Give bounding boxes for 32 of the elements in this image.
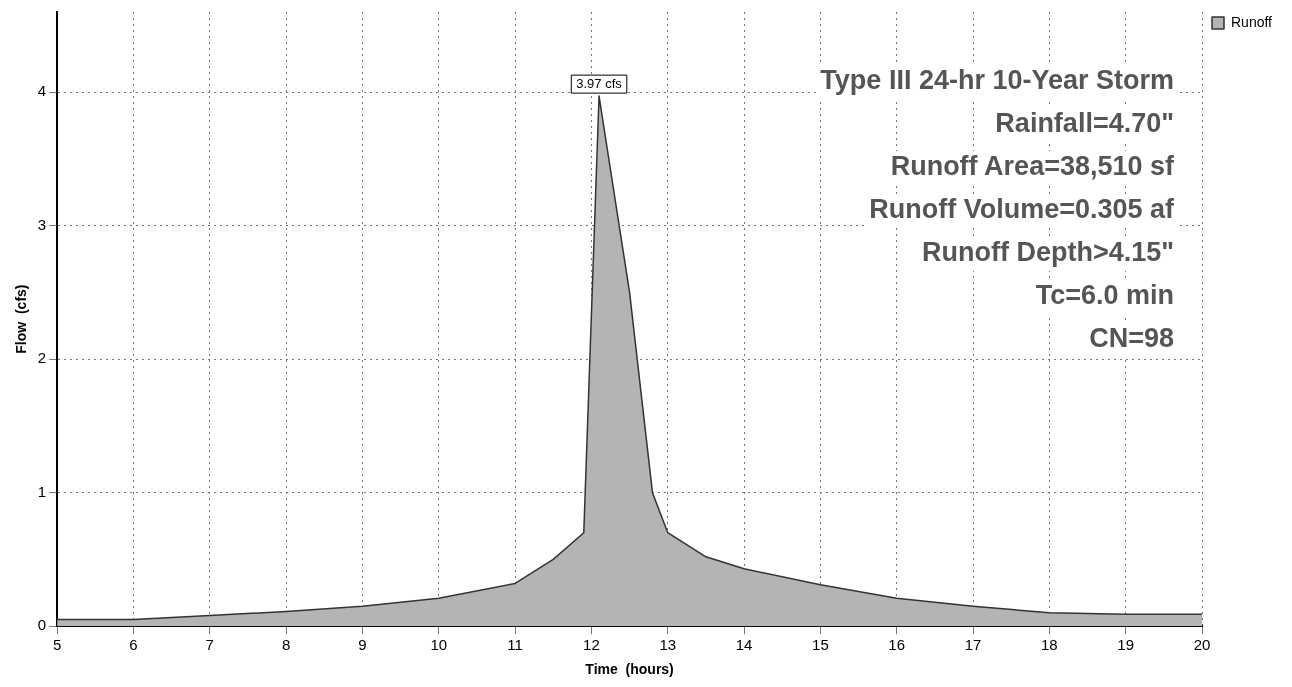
- x-tick-label: 7: [205, 636, 214, 654]
- x-tick-label: 19: [1117, 636, 1135, 654]
- annotation: 3.97 cfs: [576, 75, 623, 91]
- annotation: Runoff Depth>4.15": [921, 237, 1174, 268]
- x-tick-label: 9: [358, 636, 367, 654]
- x-tick-label: 13: [659, 636, 677, 654]
- x-tick-label: 15: [812, 636, 829, 654]
- x-tick-label: 8: [281, 636, 291, 654]
- x-tick-label: 6: [129, 636, 138, 654]
- x-tick-label: 5: [52, 636, 62, 654]
- y-tick-label: 3: [37, 215, 47, 233]
- y-tick-label: 4: [37, 82, 47, 100]
- annotation: Rainfall=4.70": [995, 108, 1174, 139]
- x-tick-label: 17: [964, 636, 982, 654]
- y-axis-title: Flow (cfs): [13, 284, 30, 354]
- y-tick-label: 2: [37, 349, 47, 367]
- x-axis-title: Time (hours): [585, 661, 674, 678]
- x-tick-label: 12: [583, 636, 600, 654]
- legend-label: Runoff: [1231, 13, 1273, 30]
- x-tick-label: 10: [430, 636, 448, 654]
- x-tick-label: 11: [507, 636, 523, 654]
- y-tick-label: 1: [37, 482, 47, 500]
- y-tick-label: 0: [37, 616, 47, 634]
- annotation: Runoff Area=38,510 sf: [890, 151, 1176, 182]
- annotation: Tc=6.0 min: [1035, 280, 1174, 311]
- x-tick-label: 16: [888, 636, 906, 654]
- annotation: Type III 24-hr 10-Year Storm: [820, 65, 1174, 96]
- annotation: CN=98: [1089, 323, 1174, 354]
- x-tick-label: 14: [735, 636, 753, 654]
- x-tick-label: 20: [1193, 636, 1211, 654]
- x-tick-label: 18: [1041, 636, 1058, 654]
- annotation: Runoff Volume=0.305 af: [869, 194, 1175, 225]
